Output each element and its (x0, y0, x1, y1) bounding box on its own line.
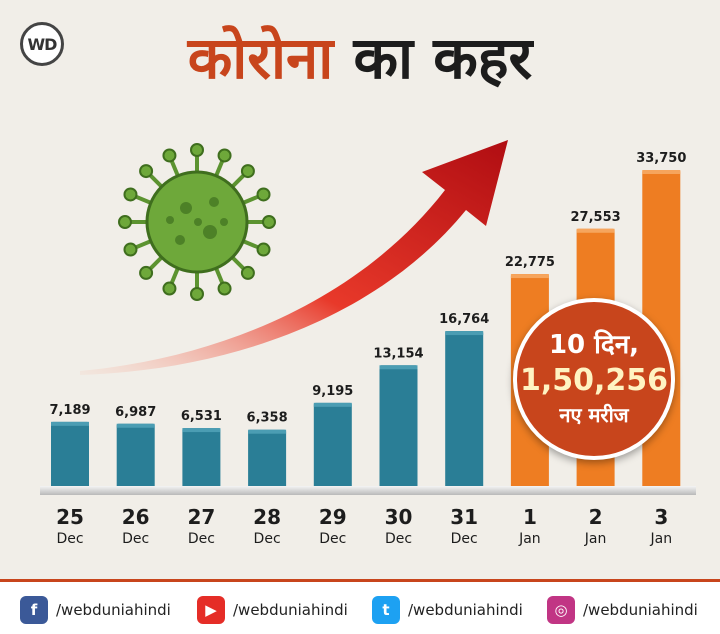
youtube-handle[interactable]: /webduniahindi (233, 601, 348, 619)
data-label: 27,553 (571, 210, 621, 225)
bar-highlight (445, 331, 484, 336)
bar-27-dec (182, 428, 221, 490)
x-tick-day: 31 (450, 505, 478, 529)
x-tick-day: 25 (56, 505, 84, 529)
virus-spike-tip (256, 242, 271, 257)
virus-spike-tip (123, 187, 138, 202)
bar-highlight (51, 421, 89, 426)
data-label: 22,775 (505, 255, 555, 270)
instagram-handle[interactable]: /webduniahindi (583, 601, 698, 619)
virus-spike-tip (190, 143, 204, 157)
data-label: 33,750 (636, 151, 686, 166)
twitter-icon: t (372, 596, 400, 624)
x-tick-day: 26 (122, 505, 150, 529)
headline-part2: का कहर (353, 24, 533, 92)
virus-spike-tip (240, 164, 255, 179)
x-tick-month: Dec (254, 531, 281, 547)
social-instagram[interactable]: ◎ /webduniahindi (547, 596, 698, 624)
x-tick-day: 27 (187, 505, 215, 529)
virus-spike-tip (217, 148, 232, 163)
data-label: 13,154 (373, 346, 423, 361)
x-tick-month: Dec (188, 531, 215, 547)
logo-text: WD (27, 34, 58, 54)
x-tick-day: 3 (654, 505, 668, 529)
virus-spike-tip (256, 187, 271, 202)
bar-highlight (182, 428, 221, 433)
headline-part1: कोरोना (187, 24, 334, 92)
x-tick-day: 28 (253, 505, 281, 529)
x-tick-day: 1 (523, 505, 537, 529)
x-tick-month: Jan (650, 531, 673, 547)
social-facebook[interactable]: f /webduniahindi (20, 596, 171, 624)
x-tick-day: 30 (385, 505, 413, 529)
x-tick-month: Dec (451, 531, 478, 547)
social-twitter[interactable]: t /webduniahindi (372, 596, 523, 624)
callout-days: 10 दिन, (548, 330, 640, 360)
social-youtube[interactable]: ▶ /webduniahindi (197, 596, 348, 624)
webdunia-logo: WD (20, 22, 64, 66)
x-tick-day: 2 (589, 505, 603, 529)
bar-chart: 7,189 6,987 6,531 6,358 9,195 13,154 16,764 22,… (40, 140, 696, 547)
bar-highlight (116, 423, 155, 428)
virus-spike-tip (217, 281, 232, 296)
data-label: 6,531 (181, 409, 222, 424)
callout-total: 1,50,256 (519, 363, 669, 398)
chart-baseline (40, 486, 696, 495)
data-label: 16,764 (439, 312, 489, 327)
headline: कोरोना का कहर (0, 18, 720, 98)
bar-highlight (248, 429, 287, 434)
virus-spike-tip (262, 215, 276, 229)
bar-highlight (313, 402, 352, 407)
x-tick-day: 29 (319, 505, 347, 529)
facebook-icon: f (20, 596, 48, 624)
data-label: 6,358 (247, 411, 288, 426)
bar-highlight (576, 228, 615, 233)
data-label: 6,987 (115, 405, 156, 420)
virus-spike-tip (190, 287, 204, 301)
bar-highlight (642, 170, 681, 174)
total-callout: 10 दिन, 1,50,256 नए मरीज (513, 298, 675, 460)
x-tick-month: Dec (319, 531, 346, 547)
trend-arrow (80, 140, 508, 375)
virus-spike-tip (162, 281, 177, 296)
x-tick-month: Jan (518, 531, 541, 547)
virus-spike-tip (139, 164, 154, 179)
bar-30-dec (379, 365, 418, 490)
x-tick-month: Jan (584, 531, 607, 547)
x-axis-labels: 25 Dec 26 Dec 27 Dec 28 Dec 29 Dec 30 Dec 31 Dec 1 Jan 2… (56, 505, 672, 547)
virus-spike-tip (118, 215, 132, 229)
footer-social: f /webduniahindi ▶ /webduniahindi t /web… (0, 579, 720, 634)
bar-highlight (379, 365, 418, 370)
data-label: 7,189 (49, 403, 90, 418)
instagram-icon: ◎ (547, 596, 575, 624)
virus-spike-tip (240, 265, 255, 280)
bar-28-dec (248, 429, 287, 490)
youtube-icon: ▶ (197, 596, 225, 624)
virus-spike-tip (162, 148, 177, 163)
bar-26-dec (116, 423, 155, 490)
virus-spike-tip (139, 265, 154, 280)
bar-31-dec (445, 331, 484, 490)
data-label: 9,195 (312, 384, 353, 399)
bar-29-dec (313, 402, 352, 490)
bar-25-dec (51, 421, 89, 490)
virus-spike-tip (123, 242, 138, 257)
bar-highlight (510, 274, 549, 279)
x-tick-month: Dec (56, 531, 83, 547)
virus-illustration (118, 143, 276, 301)
callout-new-patients: नए मरीज (559, 403, 629, 427)
x-tick-month: Dec (122, 531, 149, 547)
twitter-handle[interactable]: /webduniahindi (408, 601, 523, 619)
x-tick-month: Dec (385, 531, 412, 547)
facebook-handle[interactable]: /webduniahindi (56, 601, 171, 619)
